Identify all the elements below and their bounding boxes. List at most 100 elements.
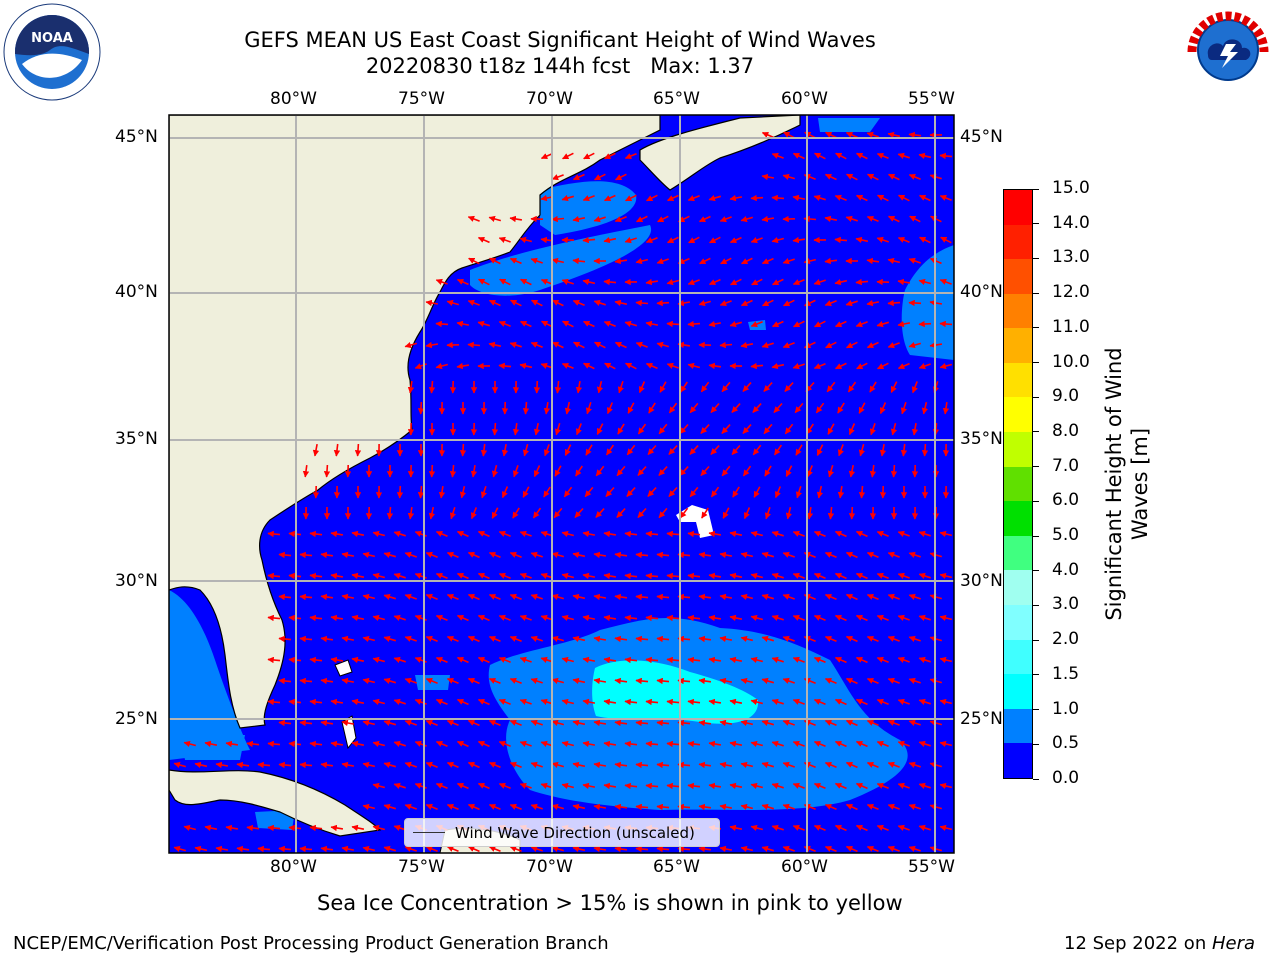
wind-wave-arrow [456, 698, 469, 706]
lon-label-top-70w: 70°W [526, 89, 573, 109]
wind-wave-arrow [531, 299, 543, 307]
wind-wave-arrow [848, 464, 856, 478]
wind-wave-arrow [509, 215, 523, 223]
wind-wave-arrow [666, 656, 680, 664]
wind-wave-arrow [827, 506, 835, 520]
wind-wave-arrow [624, 530, 638, 538]
wind-wave-arrow [341, 551, 355, 559]
wind-wave-arrow [509, 719, 522, 726]
wind-wave-arrow [792, 572, 805, 579]
wind-wave-arrow [572, 299, 585, 307]
wind-wave-arrow [425, 593, 438, 600]
wind-wave-arrow [530, 761, 543, 768]
wind-wave-arrow [456, 782, 469, 790]
colorbar-cell [1004, 466, 1032, 502]
noaa-logo: NOAA [2, 2, 102, 102]
wind-wave-arrow [656, 677, 670, 685]
wind-wave-arrow [814, 152, 826, 160]
wind-wave-arrow [446, 719, 459, 727]
wind-wave-arrow [866, 677, 879, 685]
wind-wave-arrow [561, 530, 575, 538]
wind-wave-arrow [813, 194, 826, 202]
wind-wave-arrow [561, 362, 574, 370]
wind-wave-arrow [257, 845, 271, 853]
wind-wave-arrow [459, 486, 467, 499]
wind-wave-arrow [887, 551, 900, 558]
wind-wave-arrow [761, 215, 775, 223]
wind-wave-arrow [615, 173, 627, 181]
wind-wave-arrow [813, 740, 826, 748]
wind-wave-arrow [512, 507, 520, 519]
wind-wave-arrow [666, 740, 680, 748]
wind-wave-arrow [772, 278, 784, 286]
wind-wave-arrow [764, 507, 771, 520]
wind-wave-arrow [572, 677, 586, 685]
wind-wave-arrow [855, 698, 868, 706]
wind-wave-arrow [720, 257, 732, 265]
wind-wave-arrow [480, 443, 488, 457]
wind-wave-arrow [477, 614, 490, 622]
wind-wave-arrow [708, 656, 722, 664]
wind-wave-arrow [603, 236, 617, 244]
wind-wave-arrow [721, 424, 731, 434]
wind-wave-arrow [855, 321, 868, 328]
wind-wave-arrow [584, 486, 594, 498]
wind-wave-arrow [750, 824, 764, 832]
wind-wave-arrow [173, 845, 187, 853]
wind-wave-arrow [603, 320, 616, 327]
wind-wave-arrow [887, 761, 900, 768]
lon-label-top-75w: 75°W [398, 89, 445, 109]
wind-wave-arrow [330, 824, 344, 832]
wind-wave-arrow [708, 698, 722, 706]
wind-wave-arrow [645, 278, 659, 286]
wind-wave-arrow [522, 401, 530, 415]
wind-wave-arrow [687, 656, 701, 664]
wind-wave-arrow [687, 530, 701, 538]
wind-wave-arrow [393, 656, 406, 663]
wind-wave-arrow [320, 677, 334, 685]
wind-wave-arrow [771, 656, 784, 663]
wind-wave-arrow [257, 761, 271, 769]
wind-wave-arrow [942, 401, 950, 415]
wind-wave-arrow [710, 486, 720, 498]
wind-wave-arrow [404, 719, 417, 726]
wind-wave-arrow [816, 485, 824, 499]
wind-wave-arrow [876, 321, 890, 328]
wind-wave-arrow [700, 424, 710, 434]
wind-wave-arrow [593, 803, 607, 811]
wind-wave-arrow [866, 215, 879, 223]
wind-wave-arrow [509, 341, 522, 348]
wind-wave-arrow [771, 236, 785, 244]
wind-wave-arrow [866, 593, 879, 601]
wind-wave-arrow [614, 719, 628, 727]
wind-wave-arrow [625, 362, 637, 370]
wind-wave-arrow [876, 572, 889, 579]
wind-wave-arrow [407, 506, 415, 520]
wind-wave-arrow [404, 341, 418, 349]
wind-wave-arrow [845, 300, 858, 307]
wind-wave-arrow [666, 320, 680, 328]
wind-wave-arrow [869, 464, 877, 478]
wind-wave-arrow [540, 614, 553, 621]
wind-wave-arrow [582, 572, 596, 580]
wind-wave-arrow [625, 194, 637, 202]
wind-wave-arrow [834, 824, 847, 832]
wind-wave-arrow [435, 362, 449, 370]
wind-wave-arrow [267, 824, 281, 832]
wind-wave-arrow [918, 656, 931, 663]
wind-wave-arrow [698, 299, 712, 307]
wind-wave-arrow [372, 782, 386, 790]
wind-wave-arrow [687, 279, 700, 286]
wind-wave-arrow [498, 236, 511, 243]
wind-wave-arrow [887, 257, 900, 265]
wind-wave-arrow [470, 464, 478, 478]
wind-wave-arrow [498, 740, 511, 747]
wind-wave-arrow [887, 803, 900, 810]
wind-wave-arrow [719, 677, 733, 685]
wind-wave-arrow [278, 845, 292, 853]
wind-wave-arrow [575, 465, 583, 477]
colorbar-tick-label: 11.0 [1052, 316, 1090, 337]
wind-wave-arrow [814, 320, 826, 328]
wind-wave-arrow [309, 572, 323, 580]
wind-wave-arrow [278, 635, 292, 643]
